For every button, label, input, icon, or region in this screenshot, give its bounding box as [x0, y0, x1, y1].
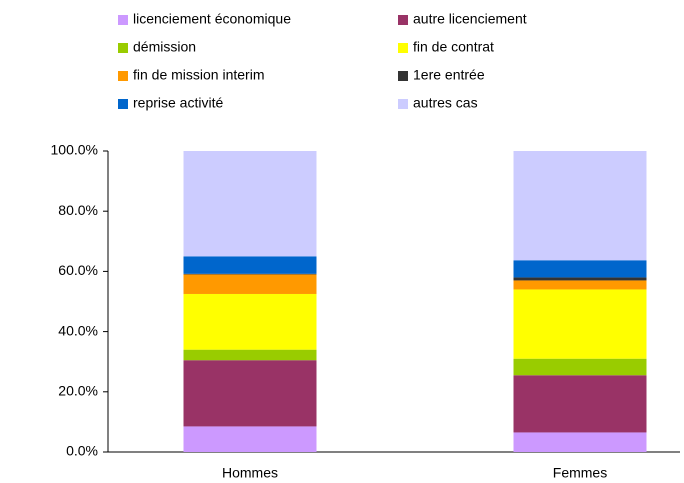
x-tick-label: Femmes — [553, 465, 607, 481]
legend-label: autre licenciement — [413, 11, 527, 27]
legend-swatch — [118, 15, 128, 25]
legend-label: démission — [133, 39, 196, 55]
bar-segment — [513, 358, 647, 376]
x-tick-label: Hommes — [222, 465, 278, 481]
legend-label: licenciement économique — [133, 11, 291, 27]
bar-segment — [513, 151, 647, 261]
bar-segment — [513, 277, 647, 281]
bar-segment — [183, 360, 317, 427]
bar-segment — [183, 349, 317, 361]
y-tick-label: 60.0% — [58, 262, 98, 278]
bar-segment — [183, 274, 317, 294]
legend-swatch — [118, 43, 128, 53]
bar-segment — [513, 289, 647, 359]
bar-segment — [513, 260, 647, 278]
legend-swatch — [398, 43, 408, 53]
legend-swatch — [118, 99, 128, 109]
y-tick-label: 100.0% — [51, 142, 98, 158]
y-tick-label: 20.0% — [58, 383, 98, 399]
legend-label: fin de contrat — [413, 39, 494, 55]
bar-segment — [183, 426, 317, 452]
legend-label: 1ere entrée — [413, 67, 485, 83]
legend-label: reprise activité — [133, 95, 223, 111]
bar-segment — [183, 151, 317, 257]
y-tick-label: 0.0% — [66, 443, 98, 459]
y-tick-label: 40.0% — [58, 322, 98, 338]
legend-swatch — [118, 71, 128, 81]
bar-segment — [513, 375, 647, 433]
bar-segment — [183, 293, 317, 350]
y-tick-label: 80.0% — [58, 202, 98, 218]
bar-segment — [183, 273, 317, 275]
legend-swatch — [398, 71, 408, 81]
legend-label: autres cas — [413, 95, 478, 111]
legend-label: fin de mission interim — [133, 67, 265, 83]
legend-swatch — [398, 15, 408, 25]
bar-segment — [183, 256, 317, 274]
legend-swatch — [398, 99, 408, 109]
bar-segment — [513, 280, 647, 290]
bar-segment — [513, 432, 647, 452]
